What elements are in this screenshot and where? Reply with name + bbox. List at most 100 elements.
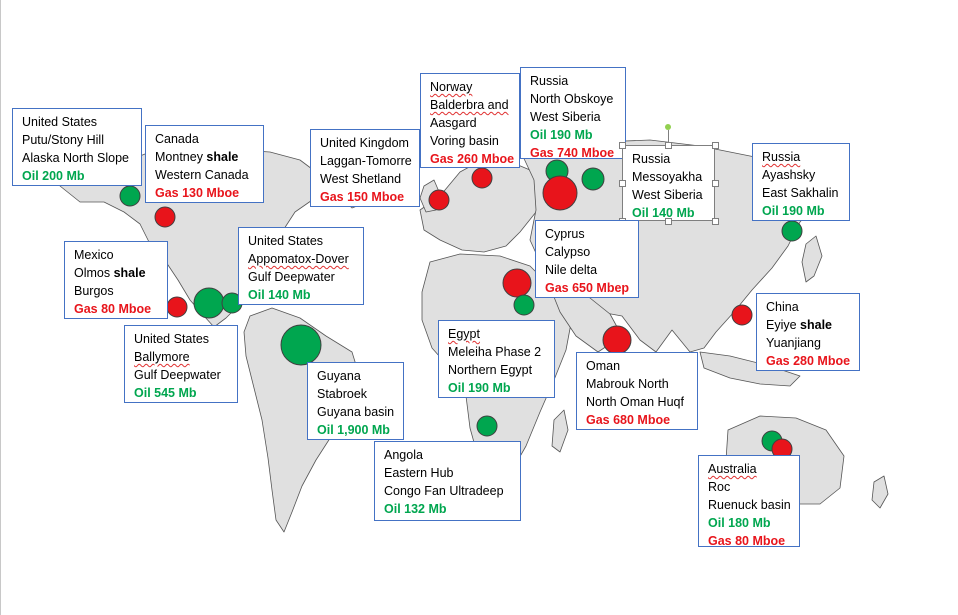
- marker-oil: [280, 324, 322, 366]
- callout-angola: Angola Eastern Hub Congo Fan Ultradeep O…: [374, 441, 521, 521]
- callout-country: Russia: [762, 150, 801, 164]
- marker-oil: [781, 220, 803, 242]
- callout-basin: Guyana basin: [317, 405, 395, 419]
- callout-china: China Eyiye shale Yuanjiang Gas 280 Mboe: [756, 293, 860, 371]
- discovery-markers: [119, 159, 803, 460]
- callout-field: Eastern Hub: [384, 466, 454, 480]
- callout-uk: United Kingdom Laggan-Tomorre West Shetl…: [310, 129, 420, 207]
- callout-basin: Burgos: [74, 284, 114, 298]
- callout-russia-ayashsky: Russia Ayashsky East Sakhalin Oil 190 Mb: [752, 143, 850, 221]
- slide-edge: [0, 0, 1, 615]
- callout-russia-north: Russia North Obskoye West Siberia Oil 19…: [520, 67, 626, 160]
- resize-handle-se[interactable]: [712, 218, 719, 225]
- callout-basin: Nile delta: [545, 263, 598, 277]
- shale-emphasis: shale: [206, 150, 239, 164]
- callout-country: Russia: [530, 74, 569, 88]
- callout-field: Balderbra and: [430, 98, 509, 112]
- marker-gas: [428, 189, 450, 211]
- callout-country: Russia: [632, 152, 671, 166]
- marker-gas: [471, 167, 493, 189]
- callout-basin: West Siberia: [530, 110, 601, 124]
- callout-volume: Gas 150 Mboe: [320, 190, 405, 204]
- rotation-handle[interactable]: [665, 124, 671, 130]
- callout-volume: Oil 132 Mb: [384, 502, 447, 516]
- callout-volume-oil: Oil 190 Mb: [530, 128, 593, 142]
- callout-basin: West Siberia: [632, 188, 703, 202]
- callout-us-ballymore: United States Ballymore Gulf Deepwater O…: [124, 325, 238, 403]
- callout-field: Putu/Stony Hill: [22, 133, 104, 147]
- land-indonesia: [699, 351, 801, 387]
- resize-handle-e[interactable]: [712, 180, 719, 187]
- callout-us-putu: United States Putu/Stony Hill Alaska Nor…: [12, 108, 142, 186]
- callout-field: Olmos shale: [74, 266, 146, 280]
- callout-country: Cyprus: [545, 227, 585, 241]
- marker-gas: [602, 325, 632, 355]
- callout-basin: East Sakhalin: [762, 186, 839, 200]
- callout-basin: Ruenuck basin: [708, 498, 791, 512]
- callout-volume: Oil 140 Mb: [632, 206, 695, 220]
- shale-emphasis: shale: [113, 266, 146, 280]
- callout-volume-gas: Gas 740 Mboe: [530, 146, 615, 160]
- callout-country: Oman: [586, 359, 621, 373]
- callout-basin: West Shetland: [320, 172, 402, 186]
- resize-handle-w[interactable]: [619, 180, 626, 187]
- callout-cyprus: Cyprus Calypso Nile delta Gas 650 Mbep: [535, 220, 639, 298]
- marker-oil: [581, 167, 605, 191]
- callout-country: Angola: [384, 448, 423, 462]
- callout-basin: Gulf Deepwater: [134, 368, 221, 382]
- callout-field: Eyiye shale: [766, 318, 833, 332]
- resize-handle-nw[interactable]: [619, 142, 626, 149]
- shale-emphasis: shale: [800, 318, 833, 332]
- marker-gas: [731, 304, 753, 326]
- marker-oil: [513, 294, 535, 316]
- callout-volume: Gas 280 Mboe: [766, 354, 851, 368]
- callout-country: Australia: [708, 462, 757, 476]
- callout-country: United States: [134, 332, 210, 346]
- callout-australia: Australia Roc Ruenuck basin Oil 180 Mb G…: [698, 455, 800, 548]
- callout-field: Messoyakha: [632, 170, 703, 184]
- land-new-zealand: [871, 475, 889, 509]
- callout-field: Roc: [708, 480, 731, 494]
- callout-field: Mabrouk North: [586, 377, 669, 391]
- callout-egypt: Egypt Meleiha Phase 2 Northern Egypt Oil…: [438, 320, 555, 398]
- callout-field: Meleiha Phase 2: [448, 345, 542, 359]
- marker-oil: [193, 287, 225, 319]
- resize-handle-n[interactable]: [665, 142, 672, 149]
- callout-basin: North Oman Huqf: [586, 395, 684, 409]
- marker-oil: [476, 415, 498, 437]
- callout-country: Mexico: [74, 248, 114, 262]
- callout-field: Calypso: [545, 245, 591, 259]
- callout-field: Ayashsky: [762, 168, 816, 182]
- rotation-handle-stem: [668, 130, 669, 144]
- callout-oman: Oman Mabrouk North North Oman Huqf Gas 6…: [576, 352, 698, 430]
- callout-volume: Oil 545 Mb: [134, 386, 197, 400]
- callout-basin: Alaska North Slope: [22, 151, 130, 165]
- callout-field: Stabroek: [317, 387, 368, 401]
- callout-basin: Gulf Deepwater: [248, 270, 335, 284]
- callout-volume: Oil 200 Mb: [22, 169, 85, 183]
- callout-field: Montney shale: [155, 150, 239, 164]
- callout-country: Guyana: [317, 369, 361, 383]
- callout-basin: Congo Fan Ultradeep: [384, 484, 504, 498]
- callout-volume: Gas 680 Mboe: [586, 413, 671, 427]
- callout-country: United States: [22, 115, 98, 129]
- callout-volume: Oil 190 Mb: [762, 204, 825, 218]
- callout-volume: Oil 140 Mb: [248, 288, 311, 302]
- callout-field: North Obskoye: [530, 92, 614, 106]
- marker-gas: [154, 206, 176, 228]
- callout-basin: Western Canada: [155, 168, 249, 182]
- marker-oil: [119, 185, 141, 207]
- resize-handle-ne[interactable]: [712, 142, 719, 149]
- callout-volume: Oil 1,900 Mb: [317, 423, 390, 437]
- callout-country: China: [766, 300, 799, 314]
- resize-handle-s[interactable]: [665, 218, 672, 225]
- callout-mexico: Mexico Olmos shale Burgos Gas 80 Mboe: [64, 241, 168, 319]
- land-japan: [801, 235, 823, 283]
- callout-russia-messoyakha[interactable]: Russia Messoyakha West Siberia Oil 140 M…: [622, 145, 715, 221]
- callout-norway: Norway Balderbra and Aasgard Voring basi…: [420, 73, 520, 168]
- marker-gas: [166, 296, 188, 318]
- callout-country: Egypt: [448, 327, 480, 341]
- callout-field-2: Aasgard: [430, 116, 477, 130]
- callout-basin: Yuanjiang: [766, 336, 821, 350]
